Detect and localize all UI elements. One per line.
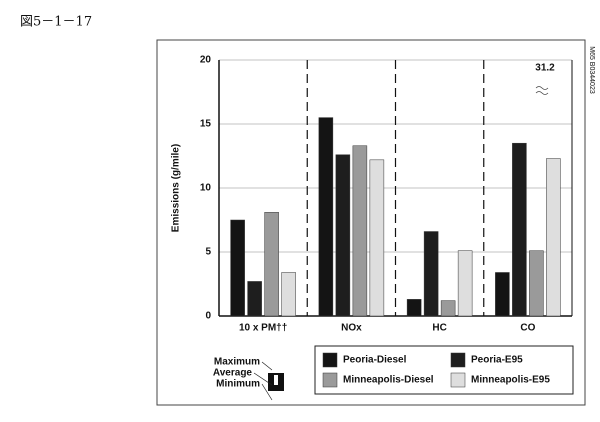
legend-swatch: [450, 352, 466, 368]
x-tick-label: HC: [432, 323, 446, 334]
bar: [247, 281, 262, 317]
bar: [369, 159, 385, 317]
legend-label: Peoria-Diesel: [343, 355, 407, 366]
range-legend-leader: [261, 361, 273, 371]
x-tick-label: 10 x PM††: [239, 323, 287, 334]
y-tick-label: 10: [200, 183, 212, 194]
range-legend-leader: [261, 383, 273, 401]
range-legend-leader: [253, 372, 273, 386]
legend-swatch: [322, 352, 338, 368]
x-tick-label: NOx: [341, 323, 362, 334]
bar: [264, 212, 279, 317]
range-legend-label: Minimum: [216, 379, 260, 390]
y-tick-label: 5: [205, 247, 211, 258]
bar: [440, 300, 456, 317]
bar: [230, 219, 245, 317]
annotation: 31.2: [535, 63, 555, 74]
y-tick-label: 20: [200, 55, 212, 66]
frame: [156, 39, 586, 406]
range-legend-label: Maximum: [214, 357, 260, 368]
range-legend-label: Average: [213, 368, 253, 379]
y-tick-label: 0: [205, 311, 211, 322]
bar: [281, 272, 296, 317]
legend-swatch: [450, 372, 466, 388]
bar: [352, 145, 368, 317]
side-code: M65 B0344023: [588, 46, 595, 94]
y-tick-label: 15: [200, 119, 212, 130]
legend-label: Minneapolis-E95: [471, 375, 550, 386]
bar: [529, 250, 544, 317]
bar: [423, 231, 439, 317]
x-tick-label: CO: [520, 323, 535, 334]
legend-swatch: [322, 372, 338, 388]
legend-label: Minneapolis-Diesel: [343, 375, 434, 386]
axis-break: [535, 86, 549, 95]
legend-range-icon: [274, 375, 278, 385]
bar: [457, 250, 473, 317]
bar: [546, 158, 561, 317]
bar: [512, 142, 527, 317]
bar: [495, 272, 510, 317]
bar: [318, 117, 334, 317]
legend-label: Peoria-E95: [471, 355, 523, 366]
y-axis-label: Emissions (g/mile): [171, 144, 182, 232]
bar: [335, 154, 351, 317]
legend-box: [314, 345, 574, 395]
bar: [406, 299, 422, 317]
figure-label: 図5－1－17: [20, 15, 92, 30]
